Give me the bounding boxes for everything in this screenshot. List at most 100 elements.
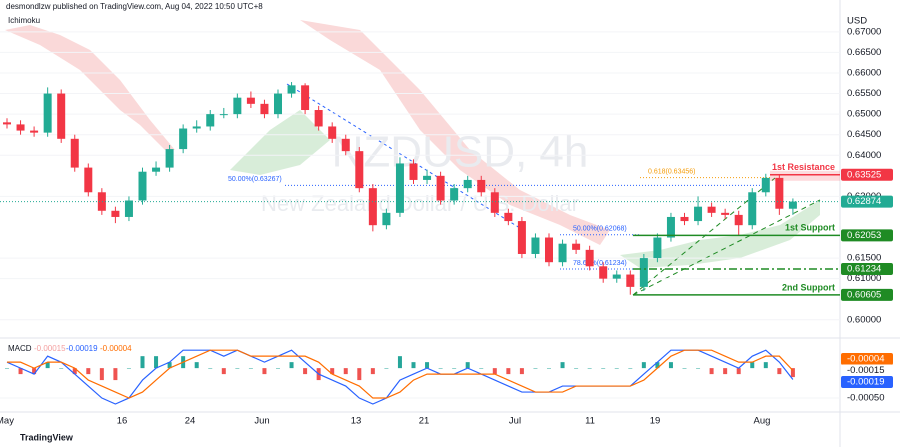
macd-histogram bbox=[614, 368, 619, 369]
macd-histogram bbox=[208, 368, 213, 369]
x-tick-label: Aug bbox=[754, 416, 771, 427]
macd-histogram bbox=[628, 368, 633, 369]
price-label-box bbox=[841, 376, 893, 388]
candle-body bbox=[287, 85, 296, 94]
macd-histogram bbox=[194, 362, 199, 369]
candle-body bbox=[43, 93, 52, 133]
macd-macd-line bbox=[6, 349, 794, 405]
candle-body bbox=[260, 103, 269, 115]
candle-body bbox=[612, 274, 621, 279]
price-label-box bbox=[841, 168, 893, 181]
macd-histogram bbox=[276, 368, 280, 369]
candle-body bbox=[788, 201, 797, 209]
macd-histogram bbox=[303, 368, 308, 375]
watermark-subtitle: New Zealand Dollar / U.S. Dollar bbox=[261, 191, 579, 216]
macd-histogram bbox=[465, 362, 470, 369]
macd-histogram bbox=[668, 362, 673, 369]
candle-body bbox=[206, 114, 215, 127]
ichimoku-cloud bbox=[300, 20, 610, 245]
candle-body bbox=[734, 214, 743, 226]
candle-body bbox=[599, 266, 608, 279]
y-tick-label: 0.66500 bbox=[847, 47, 881, 58]
candle-body bbox=[395, 163, 404, 213]
macd-histogram bbox=[425, 362, 430, 369]
macd-last-value: -0.00004 bbox=[847, 354, 885, 365]
candle-body bbox=[138, 171, 147, 201]
price-label-box bbox=[841, 229, 893, 242]
candle-body bbox=[721, 212, 730, 215]
candle-body bbox=[111, 210, 120, 217]
macd-histogram bbox=[601, 368, 606, 369]
macd-histogram bbox=[140, 356, 145, 369]
trend-line bbox=[632, 199, 821, 296]
macd-legend-value: -0.00019 bbox=[66, 344, 98, 353]
candle-body bbox=[450, 188, 459, 201]
y-tick-label: 0.61000 bbox=[847, 273, 881, 284]
candle-body bbox=[30, 130, 39, 133]
macd-histogram bbox=[59, 368, 64, 369]
publisher: desmondlzw published on TradingView.com,… bbox=[6, 2, 263, 11]
macd-histogram bbox=[506, 368, 511, 375]
candle-body bbox=[639, 258, 648, 287]
watermark-title: NZDUSD, 4h bbox=[332, 128, 589, 177]
candle-body bbox=[274, 93, 282, 115]
macd-histogram bbox=[384, 368, 389, 369]
brand: TradingView bbox=[20, 432, 74, 442]
candle-body bbox=[504, 212, 513, 222]
ichimoku-cloud bbox=[620, 200, 820, 268]
macd-histogram bbox=[763, 362, 768, 369]
candle-body bbox=[382, 212, 391, 226]
y-tick-label: 0.60000 bbox=[847, 314, 881, 325]
macd-histogram bbox=[682, 368, 687, 369]
macd-last-value: -0.00015 bbox=[847, 365, 885, 376]
x-tick-label: 13 bbox=[351, 416, 362, 427]
macd-histogram bbox=[289, 362, 294, 369]
candle-body bbox=[423, 175, 432, 180]
macd-histogram bbox=[357, 368, 362, 381]
candle-body bbox=[165, 149, 174, 168]
candle-body bbox=[341, 138, 350, 152]
ichimoku-cloud bbox=[230, 110, 330, 175]
y-tick-label: 0.67000 bbox=[847, 26, 881, 37]
macd-histogram bbox=[45, 362, 50, 369]
ichimoku-cloud bbox=[5, 25, 175, 150]
candle-body bbox=[84, 167, 93, 193]
x-tick-label: Jul bbox=[509, 416, 521, 427]
macd-histogram bbox=[777, 368, 782, 375]
fib-label: 50.00%(0.63267) bbox=[228, 176, 282, 183]
candle-body bbox=[124, 200, 133, 217]
fib-label: 78.60%(0.61234) bbox=[573, 260, 627, 267]
fib-label: 50.00%(0.62068) bbox=[573, 226, 627, 233]
candle-body bbox=[97, 192, 106, 211]
macd-histogram bbox=[18, 368, 23, 375]
candle-body bbox=[436, 175, 445, 201]
candle-body bbox=[246, 97, 255, 104]
price-label-box bbox=[841, 263, 893, 276]
candle-body bbox=[490, 192, 499, 213]
macd-histogram bbox=[723, 368, 728, 375]
macd-histogram bbox=[587, 368, 592, 369]
candle-body bbox=[626, 274, 635, 287]
candle-body bbox=[233, 97, 242, 115]
candle-body bbox=[301, 85, 310, 111]
candle-body bbox=[16, 124, 25, 131]
candle-body bbox=[748, 192, 757, 226]
price-label: 0.63525 bbox=[847, 169, 881, 180]
macd-histogram bbox=[479, 368, 484, 369]
macd-histogram bbox=[533, 368, 538, 369]
macd-legend-value: -0.00015 bbox=[34, 344, 66, 353]
price-label: 0.61234 bbox=[847, 264, 881, 275]
candle-body bbox=[179, 128, 188, 150]
macd-legend-value: -0.00004 bbox=[100, 344, 132, 353]
y-tick-label: 0.64500 bbox=[847, 129, 881, 140]
macd-histogram bbox=[790, 368, 795, 378]
candle-body bbox=[328, 126, 337, 139]
price-label-box bbox=[841, 364, 893, 377]
currency: USD bbox=[847, 16, 867, 27]
candle-body bbox=[3, 122, 11, 125]
candle-body bbox=[531, 237, 540, 254]
macd-histogram bbox=[343, 368, 348, 375]
price-label-box bbox=[841, 353, 893, 365]
x-tick-label: 21 bbox=[419, 416, 430, 427]
